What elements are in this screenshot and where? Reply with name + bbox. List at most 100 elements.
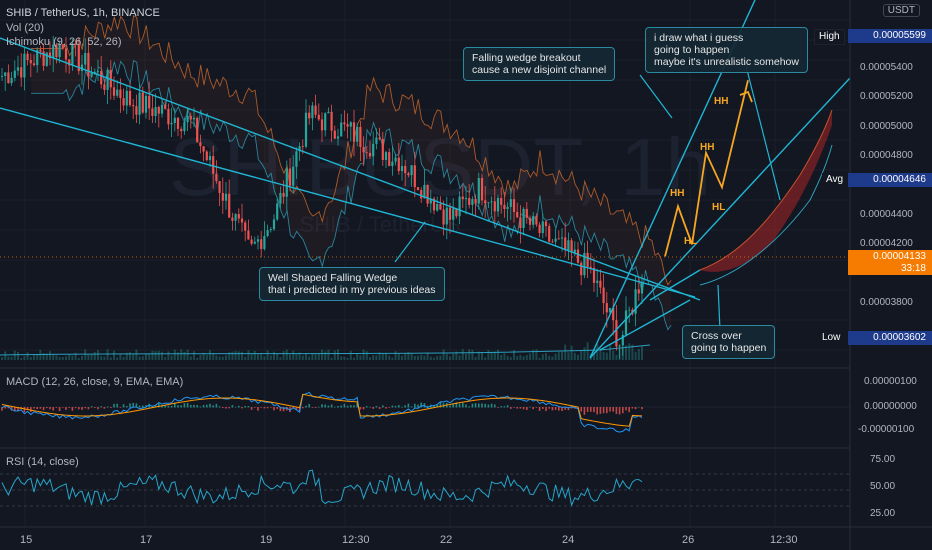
macd-histogram-bar (526, 407, 528, 411)
volume-bar (61, 356, 64, 360)
volume-bar (103, 356, 106, 360)
last-price-tag: 0.00004133 (848, 250, 932, 264)
macd-histogram-bar (228, 407, 230, 409)
volume-bar (343, 356, 346, 360)
currency-button[interactable]: USDT (882, 4, 920, 17)
macd-histogram-bar (449, 405, 451, 408)
volume-bar (570, 345, 573, 360)
macd-histogram-bar (478, 403, 480, 408)
symbol-legend[interactable]: SHIB / TetherUS, 1h, BINANCE (6, 7, 160, 19)
volume-bar (509, 357, 512, 360)
macd-histogram-bar (324, 404, 326, 408)
candle-body (525, 208, 528, 218)
macd-histogram-bar (353, 405, 355, 408)
macd-histogram-bar (218, 406, 221, 408)
wedge-annotation[interactable]: Well Shaped Falling Wedge that i predict… (259, 267, 445, 301)
macd-histogram-bar (238, 405, 240, 408)
macd-histogram-bar (356, 402, 358, 408)
breakout-annotation[interactable]: Falling wedge breakout cause a new disjo… (463, 47, 616, 81)
projected-cloud-edge (699, 109, 833, 271)
low-label: Low (818, 331, 845, 345)
macd-histogram-bar (551, 407, 554, 411)
volume-bar (439, 355, 442, 360)
candle-body (84, 53, 87, 65)
x-tick: 19 (260, 534, 273, 546)
ichimoku-legend[interactable]: Ichimoku (9, 26, 52, 26) (6, 36, 122, 48)
volume-bar (250, 353, 253, 360)
volume-bar (580, 350, 583, 360)
volume-bar (375, 355, 378, 360)
volume-bar (269, 355, 272, 360)
candle-body (135, 106, 138, 115)
volume-bar (436, 356, 439, 360)
volume-bar (186, 349, 189, 360)
candle-body (375, 137, 378, 144)
candle-body (93, 71, 96, 73)
candle-body (154, 106, 157, 117)
volume-bar (45, 353, 48, 360)
candle-body (292, 166, 295, 186)
macd-histogram-bar (471, 403, 474, 408)
macd-histogram-bar (26, 407, 29, 410)
candle-body (496, 198, 500, 212)
symbol-title: SHIB / TetherUS, 1h, BINANCE (6, 7, 160, 19)
volume-bar (573, 352, 576, 360)
trend-lines: HH HH HH HL HL (0, 0, 851, 359)
macd-histogram-bar (606, 407, 608, 414)
guess-annotation[interactable]: i draw what i guess going to happen mayb… (645, 27, 808, 73)
volume-bar (266, 350, 269, 360)
macd-histogram-bar (145, 405, 147, 408)
macd-histogram-bar (487, 404, 490, 408)
volume-bar (625, 345, 627, 360)
candle-body (96, 70, 100, 72)
volume-bar (519, 354, 522, 360)
macd-histogram-bar (314, 407, 317, 408)
macd-histogram-bar (436, 404, 438, 408)
candle-body (244, 222, 247, 231)
volume-legend[interactable]: Vol (20) (6, 22, 44, 34)
volume-ma (0, 344, 651, 356)
volume-bar (535, 349, 538, 360)
trend-line (589, 77, 851, 359)
volume-bar (119, 354, 122, 360)
volume-bar (474, 356, 477, 360)
macd-histogram-bar (231, 405, 234, 408)
macd-histogram-bar (260, 407, 262, 408)
macd-histogram-bar (340, 405, 342, 408)
crossover-annotation[interactable]: Cross over going to happen (682, 325, 776, 359)
projection-path (664, 80, 749, 257)
candle-body (423, 184, 426, 199)
candle-body (551, 241, 554, 243)
candle-body (452, 208, 455, 220)
candle-body (180, 128, 183, 132)
candle-body (615, 320, 618, 347)
macd-histogram-bar (129, 403, 131, 408)
macd-histogram-bar (103, 407, 106, 409)
macd-legend[interactable]: MACD (12, 26, close, 9, EMA, EMA) (6, 376, 184, 388)
volume-bar (154, 351, 157, 360)
candle-body (218, 181, 221, 193)
candle-body (410, 165, 413, 176)
trend-line (649, 269, 701, 301)
rsi-tick: 25.00 (870, 508, 896, 519)
candle-body (119, 89, 122, 99)
macd-histogram-bar (276, 407, 278, 409)
projected-cloud (700, 110, 832, 272)
rsi-legend[interactable]: RSI (14, close) (6, 456, 79, 468)
macd-histogram-bar (542, 407, 544, 409)
macd-histogram-bar (100, 406, 102, 408)
candle-body (596, 280, 599, 283)
volume-bar (586, 342, 589, 360)
macd-histogram-bar (545, 407, 547, 412)
candle-body (445, 207, 448, 225)
macd-histogram-bar (196, 405, 198, 408)
volume-bar (561, 351, 563, 360)
candle-body (269, 229, 272, 231)
candle-body (352, 122, 356, 142)
x-tick: 26 (682, 534, 695, 546)
volume-bar (122, 356, 125, 360)
macd-histogram-bar (494, 404, 496, 408)
volume-bar (557, 352, 560, 360)
macd-histogram-bar (148, 403, 150, 408)
